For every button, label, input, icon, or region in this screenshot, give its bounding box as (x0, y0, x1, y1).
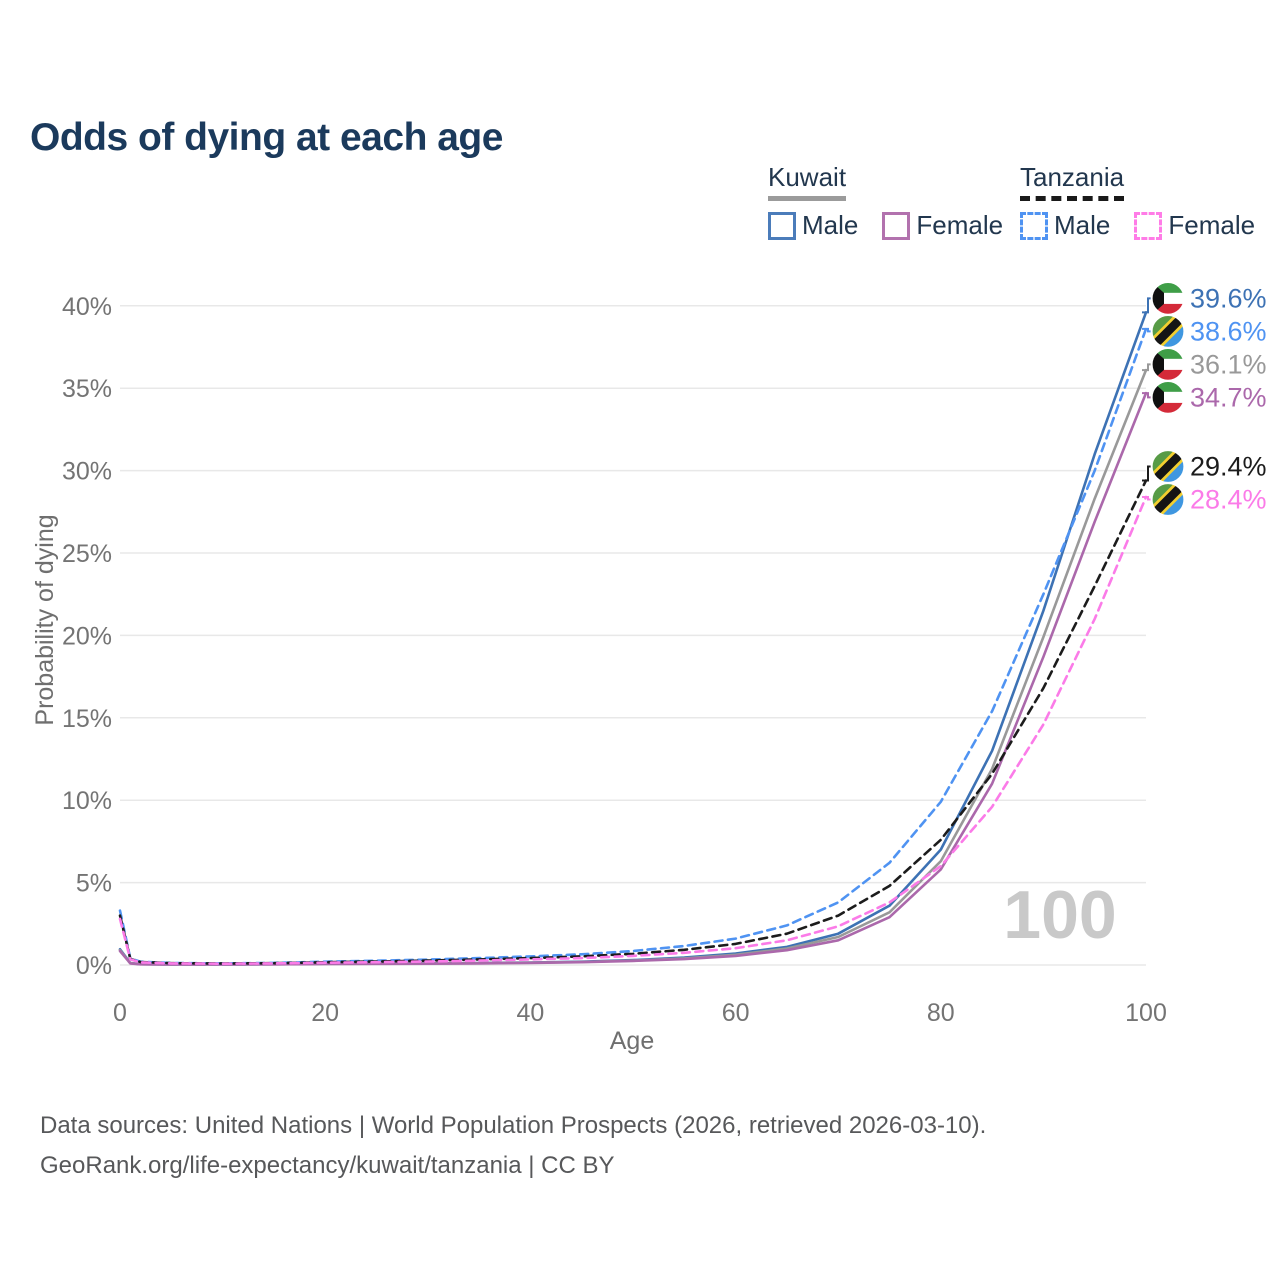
x-tick-label: 80 (927, 999, 955, 1027)
tanzania-flag-icon (1149, 481, 1187, 519)
series-line-tanzania-both (118, 479, 1148, 965)
y-tick-label: 35% (62, 375, 112, 403)
y-tick-label: 40% (62, 293, 112, 321)
x-tick-label: 0 (113, 999, 127, 1027)
end-value-label: 28.4% (1190, 485, 1267, 515)
label-leader-line (1142, 465, 1153, 482)
y-tick-label: 10% (62, 787, 112, 815)
watermark-age-label: 100 (1003, 877, 1116, 953)
tanzania-female-swatch-icon (1134, 211, 1163, 240)
legend-item-kuwait-male[interactable]: Male (768, 210, 858, 241)
axis-labels: 0% 5% 10% 15% 20% 25% 30% 35% 40% 0 20 40 60 80 100 Age… (31, 293, 1167, 1055)
end-labels: 39.6%38.6%36.1%34.7% 29.4%28.4% (1142, 281, 1267, 518)
y-tick-label: 5% (76, 870, 112, 898)
kuwait-flag-icon (1151, 281, 1185, 315)
label-leader-line (1142, 297, 1153, 314)
caption-url-line: GeoRank.org/life-expectancy/kuwait/tanza… (40, 1152, 615, 1180)
end-value-label: 38.6% (1190, 316, 1267, 346)
tanzania-male-swatch-icon (1020, 211, 1048, 240)
kuwait-flag-icon (1151, 347, 1185, 381)
series-line-kuwait-female (118, 391, 1148, 966)
x-tick-label: 60 (722, 999, 750, 1027)
page-title: Odds of dying at each age (30, 116, 503, 160)
series-lines (118, 311, 1148, 966)
y-axis-title: Probability of dying (31, 514, 59, 725)
series-line-tanzania-male (118, 327, 1148, 965)
tanzania-flag-icon (1149, 448, 1187, 486)
kuwait-flag-icon (1151, 380, 1185, 414)
legend-item-label: Male (802, 210, 859, 240)
legend-country-kuwait[interactable]: Kuwait (768, 162, 847, 201)
legend-item-label: Male (1054, 210, 1111, 240)
caption-source-line: Data sources: United Nations | World Pop… (40, 1112, 987, 1139)
gridlines (120, 305, 1146, 966)
legend-group-kuwait: Kuwait Male Female (768, 162, 1003, 241)
legend-item-kuwait-female[interactable]: Female (882, 210, 1003, 241)
x-tick-label: 100 (1125, 999, 1167, 1027)
kuwait-female-swatch-icon (882, 211, 911, 240)
end-value-label: 36.1% (1190, 349, 1267, 379)
series-line-tanzania-female (118, 495, 1148, 966)
end-value-label: 34.7% (1190, 382, 1267, 412)
legend-item-tanzania-male[interactable]: Male (1020, 210, 1110, 241)
label-leader-line (1142, 392, 1153, 399)
x-tick-label: 20 (311, 999, 339, 1027)
label-leader-line (1142, 363, 1153, 372)
legend-item-tanzania-female[interactable]: Female (1134, 210, 1255, 241)
legend-item-label: Female (916, 210, 1004, 240)
series-line-kuwait-male (118, 311, 1148, 966)
y-tick-label: 20% (62, 622, 112, 650)
age-watermark: 100 (1003, 877, 1116, 953)
tanzania-flag-icon (1149, 312, 1187, 350)
end-value-label: 39.6% (1190, 283, 1267, 313)
legend-group-tanzania: Tanzania Male Female (1020, 162, 1255, 241)
y-tick-label: 25% (62, 540, 112, 568)
y-tick-label: 15% (62, 705, 112, 733)
series-line-kuwait-both (118, 368, 1148, 966)
label-leader-line (1142, 496, 1153, 501)
x-tick-label: 40 (516, 999, 544, 1027)
end-value-label: 29.4% (1190, 452, 1267, 482)
x-axis-title: Age (610, 1027, 654, 1055)
label-leader-line (1142, 327, 1153, 333)
y-tick-label: 30% (62, 458, 112, 486)
y-tick-label: 0% (76, 952, 112, 980)
legend-country-tanzania[interactable]: Tanzania (1020, 162, 1125, 201)
legend-item-label: Female (1168, 210, 1256, 240)
caption: Data sources: United Nations | World Pop… (40, 1106, 986, 1187)
kuwait-male-swatch-icon (768, 211, 796, 240)
